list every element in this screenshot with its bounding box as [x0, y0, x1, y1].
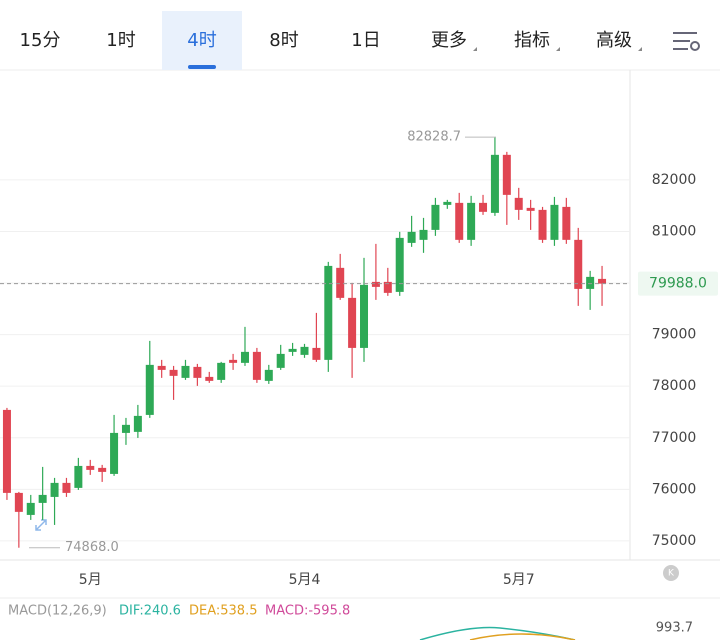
tab[interactable]: 更多	[431, 30, 467, 51]
candle-body	[26, 502, 35, 515]
low-label: 74868.0	[65, 540, 119, 555]
candle-body	[312, 347, 321, 360]
y-tick-label: 77000	[652, 430, 697, 446]
candle-body	[133, 415, 142, 432]
candle-body	[562, 206, 571, 240]
dropdown-caret	[556, 47, 560, 51]
tab[interactable]: 指标	[514, 30, 550, 51]
candle-body	[205, 376, 214, 381]
candle-body	[2, 409, 11, 493]
candle-body	[181, 365, 190, 378]
macd-scale: 993.7	[656, 621, 693, 636]
candle-body	[526, 207, 535, 211]
candle-body	[62, 482, 71, 493]
candle-body	[514, 197, 523, 210]
y-tick-label: 75000	[652, 533, 697, 549]
settings-icon[interactable]	[673, 32, 700, 51]
candle-body	[288, 348, 297, 352]
candle-body	[443, 201, 452, 205]
candle-body	[467, 202, 476, 240]
last-price-box	[638, 271, 718, 296]
candle-body	[324, 265, 333, 360]
x-tick-label: 5月	[79, 572, 102, 588]
icon-circle	[690, 41, 700, 51]
candle-body	[598, 278, 607, 284]
macd-title: MACD(12,26,9)	[8, 604, 107, 619]
candle-body	[490, 154, 499, 213]
macd-dif: DIF:240.6	[119, 604, 181, 619]
candle-body	[502, 154, 511, 195]
candle-body	[14, 492, 23, 512]
candle-body	[50, 482, 59, 497]
candle-body	[193, 366, 202, 378]
candle-body	[240, 351, 249, 363]
macd-dea: DEA:538.5	[189, 604, 258, 619]
tab-active-bg	[162, 11, 242, 70]
expand-icon[interactable]	[35, 519, 47, 531]
candle-body	[110, 432, 119, 474]
dropdown-caret	[638, 47, 642, 51]
candle-body	[38, 494, 47, 503]
candle-body	[371, 281, 380, 287]
y-tick-label: 79000	[652, 327, 697, 343]
candle-body	[419, 229, 428, 240]
tab-indicator	[188, 65, 216, 69]
candle-body	[479, 202, 488, 212]
x-tick-label: 5月4	[289, 572, 321, 588]
candle-body	[229, 359, 238, 363]
tab[interactable]: 4时	[187, 30, 216, 51]
candle-body	[407, 231, 416, 243]
y-tick-label: 78000	[652, 378, 697, 394]
candle-body	[86, 465, 95, 470]
candle-body	[574, 239, 583, 289]
candle-body	[74, 465, 83, 488]
candle-body	[121, 424, 130, 433]
k-icon[interactable]: K	[663, 565, 679, 581]
candle-body	[276, 353, 285, 368]
candle-body	[98, 467, 107, 472]
candle-body	[395, 237, 404, 292]
candle-body	[431, 204, 440, 230]
candle-body	[145, 364, 154, 415]
macd-curve	[469, 633, 576, 640]
candle-body	[157, 365, 166, 370]
tab[interactable]: 1日	[351, 30, 380, 51]
y-tick-label: 82000	[652, 172, 697, 188]
candle-body	[586, 276, 595, 289]
candle-body	[383, 281, 392, 293]
candle-body	[336, 267, 345, 298]
expand-arrow	[35, 519, 47, 531]
dropdown-caret	[473, 47, 477, 51]
k-icon-letter: K	[668, 569, 675, 579]
high-label: 82828.7	[407, 130, 461, 145]
candle-body	[348, 297, 357, 348]
macd-value: MACD:-595.8	[265, 604, 350, 619]
candle-body	[455, 202, 464, 240]
tab[interactable]: 1时	[106, 30, 135, 51]
k-icon-circle	[663, 565, 679, 581]
tab[interactable]: 高级	[596, 30, 632, 51]
tab[interactable]: 8时	[269, 30, 298, 51]
y-tick-label: 81000	[652, 223, 697, 239]
candle-body	[264, 369, 273, 381]
candle-body	[538, 209, 547, 240]
candle-body	[360, 284, 369, 348]
x-tick-label: 5月7	[503, 572, 535, 588]
y-tick-label: 76000	[652, 481, 697, 497]
candle-body	[169, 369, 178, 376]
candle-body	[550, 204, 559, 240]
candle-body	[217, 362, 226, 380]
last-price-label: 79988.0	[649, 276, 707, 292]
candle-body	[300, 346, 309, 355]
candle-body	[252, 351, 261, 380]
tab[interactable]: 15分	[20, 30, 61, 51]
